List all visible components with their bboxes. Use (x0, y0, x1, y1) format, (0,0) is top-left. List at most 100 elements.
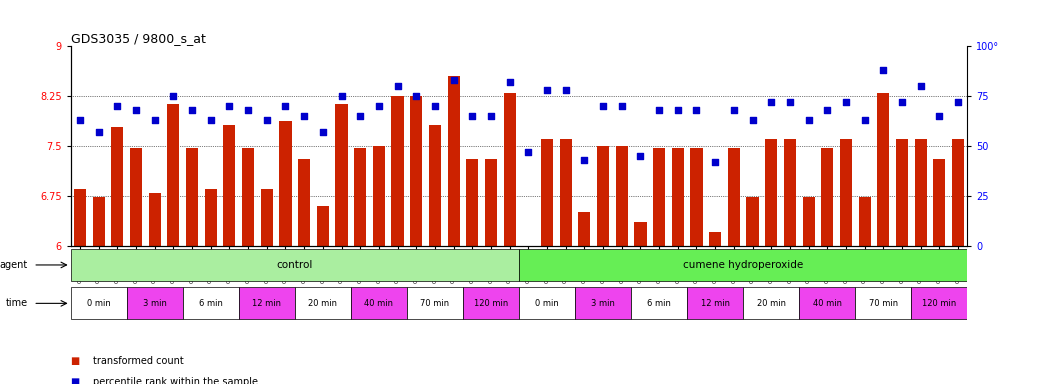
Bar (559, 139, 572, 246)
Bar (223, 125, 236, 246)
Bar (709, 232, 721, 246)
Point (109, 103, 126, 109)
Point (333, 93, 350, 99)
Bar (802, 197, 815, 246)
Point (613, 103, 630, 109)
Text: 3 min: 3 min (591, 299, 616, 308)
Text: 40 min: 40 min (813, 299, 842, 308)
Point (184, 107, 200, 113)
Bar (71, 249, 519, 281)
Point (557, 87, 574, 93)
Point (501, 79, 518, 85)
Point (128, 107, 144, 113)
Point (296, 113, 312, 119)
Bar (239, 287, 295, 319)
Bar (183, 287, 239, 319)
Point (856, 117, 873, 123)
Point (632, 153, 649, 159)
Text: GDS3035 / 9800_s_at: GDS3035 / 9800_s_at (71, 32, 206, 45)
Bar (351, 287, 407, 319)
Bar (597, 146, 609, 246)
Point (240, 107, 256, 113)
Bar (840, 139, 852, 246)
Text: 6 min: 6 min (647, 299, 672, 308)
Point (277, 103, 294, 109)
Point (875, 67, 892, 73)
Point (912, 83, 929, 89)
Point (90, 129, 107, 135)
Bar (279, 121, 292, 246)
Bar (911, 287, 967, 319)
Bar (653, 148, 665, 246)
Bar (429, 125, 441, 246)
Point (576, 157, 593, 163)
Point (539, 87, 555, 93)
Bar (877, 93, 890, 246)
Bar (407, 287, 463, 319)
Bar (74, 189, 86, 246)
Bar (298, 159, 310, 246)
Bar (616, 146, 628, 246)
Point (651, 107, 667, 113)
Point (726, 107, 742, 113)
Point (838, 99, 854, 105)
Bar (784, 139, 796, 246)
Point (800, 117, 817, 123)
Point (165, 93, 182, 99)
Bar (295, 287, 351, 319)
Text: agent: agent (0, 260, 28, 270)
Bar (130, 148, 142, 246)
Point (315, 129, 331, 135)
Point (931, 113, 948, 119)
Point (202, 117, 219, 123)
Bar (71, 287, 127, 319)
Text: time: time (5, 298, 28, 308)
Point (782, 99, 798, 105)
Bar (799, 287, 855, 319)
Point (221, 103, 238, 109)
Point (427, 103, 443, 109)
Bar (575, 287, 631, 319)
Point (744, 117, 761, 123)
Bar (503, 93, 516, 246)
Bar (261, 189, 273, 246)
Bar (672, 148, 684, 246)
Text: 12 min: 12 min (252, 299, 281, 308)
Point (819, 107, 836, 113)
Text: cumene hydroperoxide: cumene hydroperoxide (683, 260, 803, 270)
Text: 0 min: 0 min (87, 299, 110, 308)
Bar (335, 104, 348, 246)
Text: 6 min: 6 min (198, 299, 223, 308)
Bar (148, 192, 161, 246)
Bar (631, 287, 687, 319)
Bar (186, 148, 198, 246)
Bar (410, 96, 422, 246)
Point (520, 149, 537, 155)
Bar (127, 287, 183, 319)
Bar (896, 139, 908, 246)
Text: control: control (276, 260, 313, 270)
Point (763, 99, 780, 105)
Text: transformed count: transformed count (93, 356, 184, 366)
Text: 40 min: 40 min (364, 299, 393, 308)
Bar (578, 212, 591, 246)
Bar (821, 148, 834, 246)
Point (72, 117, 88, 123)
Bar (485, 159, 497, 246)
Bar (855, 287, 911, 319)
Point (688, 107, 705, 113)
Bar (354, 148, 366, 246)
Bar (687, 287, 743, 319)
Point (146, 117, 163, 123)
Text: 0 min: 0 min (536, 299, 558, 308)
Bar (743, 287, 799, 319)
Bar (373, 146, 385, 246)
Bar (92, 197, 105, 246)
Point (258, 117, 275, 123)
Text: 120 min: 120 min (474, 299, 508, 308)
Point (670, 107, 686, 113)
Text: ■: ■ (71, 377, 80, 384)
Point (950, 99, 966, 105)
Text: ■: ■ (71, 356, 80, 366)
Bar (111, 127, 124, 246)
